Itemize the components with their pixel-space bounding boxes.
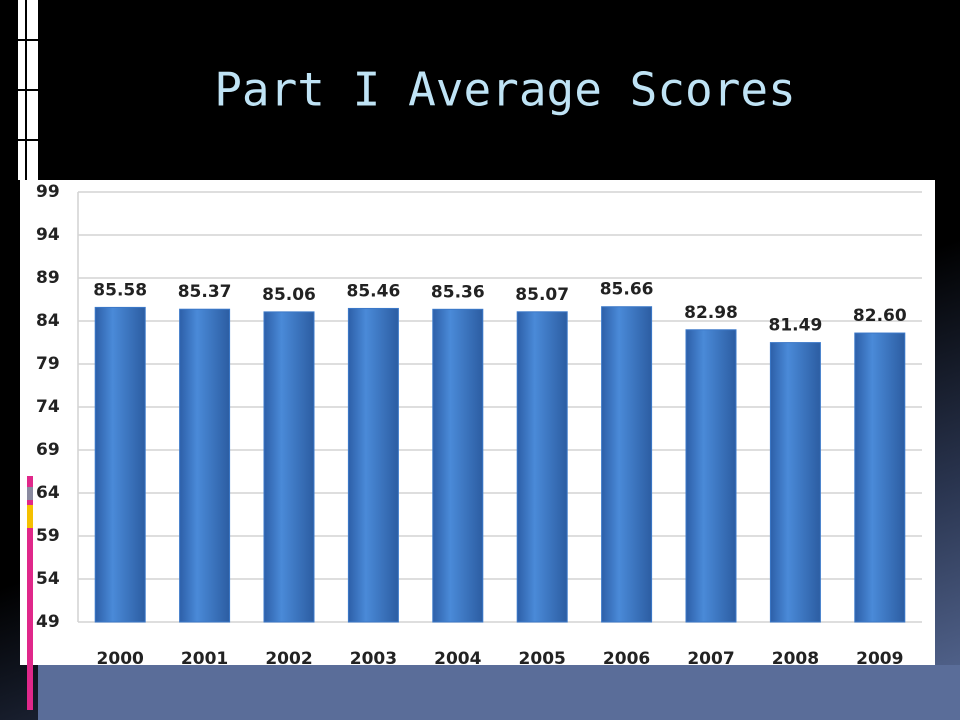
bar	[347, 307, 399, 623]
y-tick-label: 84	[36, 311, 60, 331]
x-tick-label: 2005	[519, 649, 566, 669]
value-label: 85.07	[515, 285, 569, 305]
value-label: 85.36	[431, 282, 485, 302]
value-label: 85.06	[262, 285, 316, 305]
chart-title: Part I Average Scores	[214, 63, 796, 117]
y-tick-label: 49	[36, 612, 60, 632]
value-label: 82.60	[853, 306, 907, 326]
x-tick-label: 2008	[772, 649, 819, 669]
x-tick-label: 2004	[434, 649, 481, 669]
x-tick-label: 2002	[265, 649, 312, 669]
bar	[854, 332, 906, 623]
y-tick-label: 54	[36, 569, 60, 589]
y-tick-label: 69	[36, 440, 60, 460]
bar	[263, 311, 315, 623]
bar	[516, 311, 568, 623]
value-label: 85.46	[347, 281, 401, 301]
y-tick-label: 74	[36, 397, 60, 417]
x-tick-label: 2006	[603, 649, 650, 669]
value-label: 85.58	[93, 280, 147, 300]
footer-band	[38, 665, 960, 720]
corner-decoration	[18, 0, 38, 180]
y-tick-label: 64	[36, 483, 60, 503]
y-tick-label: 89	[36, 268, 60, 288]
accent-bars	[27, 476, 33, 710]
value-label: 82.98	[684, 303, 738, 323]
y-tick-label: 94	[36, 225, 60, 245]
x-tick-label: 2001	[181, 649, 228, 669]
x-tick-label: 2000	[97, 649, 144, 669]
x-tick-label: 2003	[350, 649, 397, 669]
bar	[94, 306, 146, 623]
y-tick-label: 99	[36, 182, 60, 202]
y-tick-label: 79	[36, 354, 60, 374]
value-label: 81.49	[769, 316, 823, 336]
bar	[601, 306, 653, 623]
bar	[432, 308, 484, 623]
bar	[685, 329, 737, 623]
bar	[769, 342, 821, 623]
value-label: 85.37	[178, 282, 232, 302]
x-tick-label: 2009	[856, 649, 903, 669]
bar	[179, 308, 231, 623]
y-tick-label: 59	[36, 526, 60, 546]
title-band	[38, 0, 960, 180]
x-tick-label: 2007	[687, 649, 734, 669]
value-label: 85.66	[600, 280, 654, 300]
